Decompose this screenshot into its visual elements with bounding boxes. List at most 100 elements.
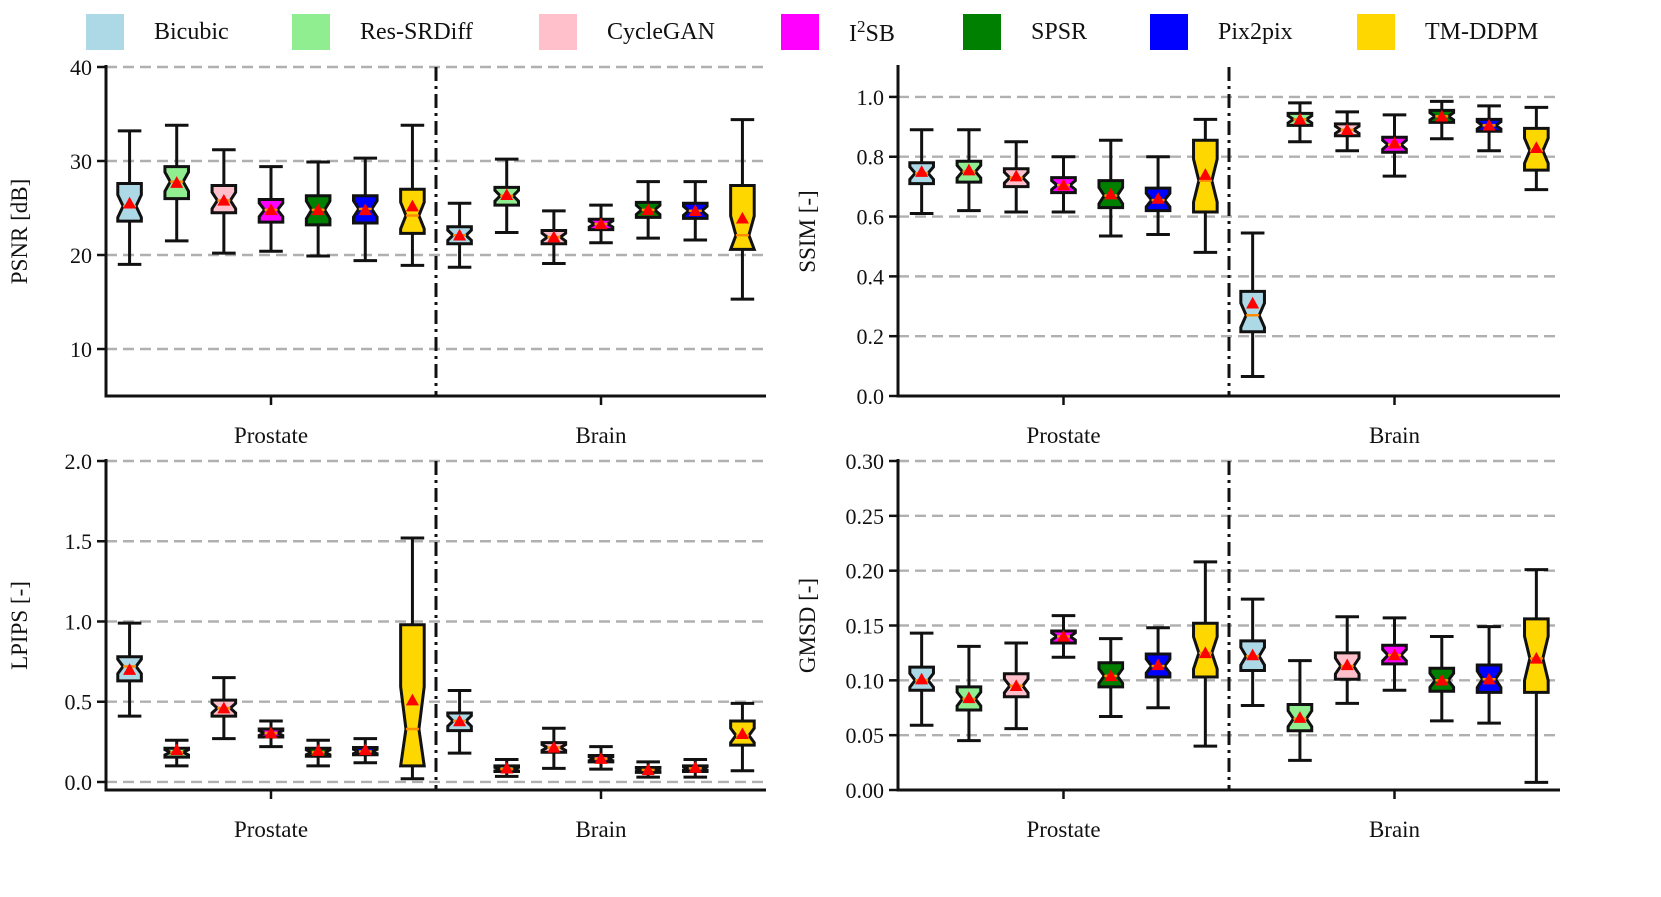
- box-tm-ddpm-brain: [728, 118, 757, 301]
- mean-marker: [735, 211, 749, 224]
- mean-marker: [594, 217, 608, 230]
- mean-marker: [1198, 168, 1212, 180]
- box-res-srdiff-prostate: [955, 644, 983, 743]
- mean-marker: [264, 726, 278, 739]
- mean-marker: [1009, 679, 1023, 692]
- legend-swatch-tm-ddpm: [1357, 14, 1395, 50]
- legend-label-i2sb-rest: SB: [865, 20, 895, 47]
- y-tick-label: 0.4: [857, 264, 885, 289]
- mean-marker: [1104, 187, 1118, 200]
- box-pix2pix-prostate: [352, 156, 379, 263]
- mean-marker: [915, 672, 929, 685]
- mean-marker: [1435, 109, 1449, 122]
- mean-marker: [1435, 673, 1449, 686]
- y-tick-label: 0.6: [857, 205, 885, 230]
- mean-marker: [641, 763, 655, 776]
- mean-marker: [1482, 118, 1496, 131]
- x-tick-label-brain: Brain: [575, 817, 627, 842]
- mean-marker: [547, 230, 561, 243]
- box-res-srdiff-brain: [1286, 659, 1314, 762]
- mean-marker: [735, 727, 749, 740]
- box-cyclegan-prostate: [1002, 641, 1030, 731]
- box-tm-ddpm-prostate: [398, 536, 426, 781]
- chart-psnr: 10 20 30 40 Prostate Brain PSNR [dB]: [7, 55, 766, 448]
- mean-marker: [1529, 141, 1543, 153]
- y-axis-label-ssim: SSIM [-]: [795, 190, 820, 272]
- y-tick-label: 0.10: [846, 668, 885, 693]
- y-tick-label: 30: [70, 149, 92, 174]
- y-tick-label: 40: [70, 55, 92, 80]
- box-bicubic-prostate: [116, 621, 143, 718]
- mean-marker: [405, 693, 419, 706]
- chart-ssim: 0.0 0.2 0.4 0.6 0.8 1.0 Prostate Brain SSIM [-]: [795, 65, 1560, 448]
- box-spsr-prostate: [304, 160, 332, 258]
- box-res-srdiff-brain: [493, 157, 520, 234]
- x-tick-label-prostate: Prostate: [234, 817, 308, 842]
- box-bicubic-prostate: [908, 128, 935, 216]
- y-tick-label: 0.15: [846, 614, 885, 639]
- y-tick-label: 0.0: [65, 770, 93, 795]
- legend-label-bicubic: Bicubic: [154, 18, 229, 45]
- legend: Bicubic Res-SRDiff CycleGAN I2SB SPSR Pi…: [0, 0, 1661, 62]
- mean-marker: [594, 752, 608, 764]
- legend-swatch-cyclegan: [539, 14, 577, 50]
- box-bicubic-brain: [446, 688, 473, 755]
- box-cyclegan-prostate: [210, 148, 238, 255]
- mean-marker: [123, 663, 137, 675]
- box-tm-ddpm-prostate: [399, 123, 426, 267]
- box-spsr-brain: [634, 760, 662, 779]
- legend-swatch-i2sb: [781, 14, 819, 50]
- legend-label-i2sb-base: I: [849, 20, 857, 47]
- legend-item-pix2pix: Pix2pix: [1150, 13, 1293, 51]
- box-tm-ddpm-prostate: [1192, 560, 1219, 748]
- box-i2sb-brain: [587, 745, 615, 771]
- y-tick-label: 0.2: [857, 324, 885, 349]
- mean-marker: [1198, 646, 1212, 659]
- box-bicubic-brain: [446, 201, 473, 269]
- box-i2sb-brain: [1381, 616, 1408, 692]
- mean-marker: [1151, 192, 1165, 204]
- legend-swatch-pix2pix: [1150, 14, 1188, 50]
- box-bicubic-prostate: [908, 631, 935, 727]
- y-tick-label: 1.0: [65, 609, 93, 634]
- mean-marker: [453, 714, 467, 727]
- box-cyclegan-brain: [540, 726, 568, 770]
- mean-marker: [1104, 669, 1118, 682]
- y-tick-label: 1.5: [65, 529, 93, 554]
- legend-item-spsr: SPSR: [963, 13, 1087, 51]
- y-axis-label-lpips: LPIPS [-]: [7, 581, 32, 670]
- y-tick-label: 0.00: [846, 778, 885, 803]
- box-spsr-prostate: [1097, 138, 1125, 238]
- chart-lpips: 0.0 0.5 1.0 1.5 2.0 Prostate Brain LPIPS [-]: [7, 449, 766, 842]
- box-cyclegan-brain: [540, 209, 568, 265]
- mean-marker: [358, 743, 372, 756]
- mean-marker: [405, 199, 419, 212]
- mean-marker: [1057, 629, 1070, 642]
- mean-marker: [264, 203, 278, 216]
- box-cyclegan-prostate: [1002, 140, 1030, 214]
- legend-swatch-bicubic: [86, 14, 124, 50]
- y-axis-label-gmsd: GMSD [-]: [795, 578, 820, 673]
- box-tm-ddpm-brain: [1523, 568, 1550, 784]
- legend-item-tm-ddpm: TM-DDPM: [1357, 13, 1538, 51]
- box-i2sb-brain: [1381, 113, 1408, 178]
- legend-item-cyclegan: CycleGAN: [539, 13, 715, 51]
- mean-marker: [1388, 648, 1401, 661]
- y-tick-label: 0.0: [857, 384, 885, 409]
- legend-item-i2sb: I2SB: [781, 13, 895, 51]
- box-cyclegan-prostate: [210, 676, 238, 741]
- mean-marker: [500, 188, 514, 201]
- legend-label-res-srdiff: Res-SRDiff: [360, 18, 473, 45]
- mean-marker: [547, 740, 561, 753]
- box-tm-ddpm-brain: [1523, 105, 1550, 192]
- box-cyclegan-brain: [1333, 615, 1361, 705]
- mean-marker: [217, 193, 231, 206]
- box-spsr-prostate: [1097, 637, 1125, 719]
- mean-marker: [123, 196, 137, 209]
- y-tick-label: 2.0: [65, 449, 93, 474]
- legend-swatch-res-srdiff: [292, 14, 330, 50]
- box-tm-ddpm-brain: [729, 701, 756, 773]
- mean-marker: [915, 165, 929, 177]
- box-body: [1239, 289, 1266, 334]
